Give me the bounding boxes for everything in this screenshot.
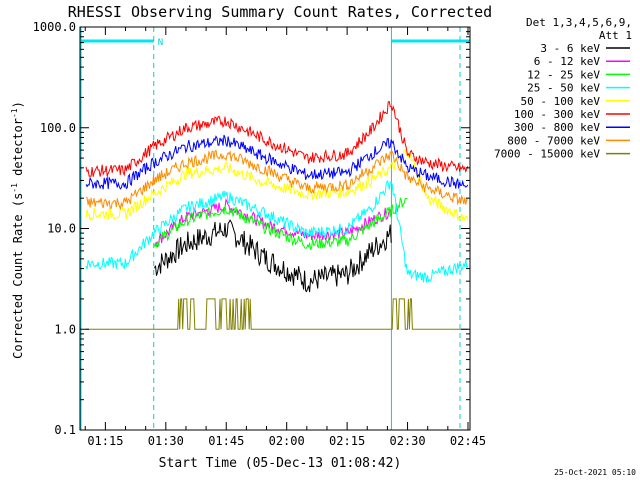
legend-label-6: 300 - 800 keV — [514, 121, 600, 134]
series-line-2 — [154, 196, 408, 250]
legend-header-line1: Det 1,3,4,5,6,9, — [526, 16, 632, 29]
legend-label-3: 25 - 50 keV — [527, 82, 600, 95]
series-line-5 — [85, 100, 469, 177]
legend-label-7: 800 - 7000 keV — [507, 134, 600, 147]
y-axis-ticks: 0.1 1.0 10.0 100.0 1000.0 — [33, 20, 470, 437]
y-tick-label-3: 100.0 — [40, 121, 76, 135]
series-lines — [85, 100, 469, 330]
x-tick-label-3: 02:00 — [269, 434, 305, 448]
y-axis-label-sup2: -1 — [10, 108, 19, 118]
series-line-4 — [85, 149, 469, 222]
y-axis-label: Corrected Count Rate (s-1 detector-1) — [10, 101, 25, 359]
legend-header-line2: Att 1 — [599, 29, 632, 42]
x-axis-label: Start Time (05-Dec-13 01:08:42) — [159, 456, 402, 471]
chart-title: RHESSI Observing Summary Count Rates, Co… — [68, 3, 492, 21]
night-marker-label: N — [158, 38, 163, 48]
y-axis-label-sup: -1 — [10, 183, 19, 193]
series-line-3 — [85, 179, 469, 283]
x-tick-label-6: 02:45 — [450, 434, 486, 448]
x-tick-label-5: 02:30 — [389, 434, 425, 448]
legend-label-2: 12 - 25 keV — [527, 68, 600, 81]
legend-label-8: 7000 - 15000 keV — [494, 148, 600, 161]
legend-label-1: 6 - 12 keV — [534, 55, 601, 68]
y-axis-label-end: ) — [11, 101, 25, 108]
x-tick-label-4: 02:15 — [329, 434, 365, 448]
y-tick-label-0: 0.1 — [54, 423, 76, 437]
legend-label-5: 100 - 300 keV — [514, 108, 600, 121]
series-line-8 — [86, 298, 468, 330]
y-axis-label-main: Corrected Count Rate (s — [11, 193, 25, 359]
legend-label-0: 3 - 6 keV — [540, 42, 600, 55]
series-line-0 — [154, 219, 392, 293]
series-line-6 — [85, 134, 469, 190]
x-tick-label-0: 01:15 — [87, 434, 123, 448]
x-tick-label-2: 01:45 — [208, 434, 244, 448]
y-tick-label-4: 1000.0 — [33, 20, 76, 34]
y-axis-label-rest: detector — [11, 118, 25, 183]
y-tick-label-1: 1.0 — [54, 322, 76, 336]
footer-timestamp: 25-Oct-2021 05:10 — [554, 468, 636, 477]
legend-label-4: 50 - 100 keV — [521, 95, 601, 108]
series-line-7 — [85, 149, 469, 211]
y-tick-label-2: 10.0 — [47, 222, 76, 236]
x-axis-ticks: 01:15 01:30 01:45 02:00 02:15 02:30 02:45 — [84, 27, 486, 448]
x-tick-label-1: 01:30 — [148, 434, 184, 448]
